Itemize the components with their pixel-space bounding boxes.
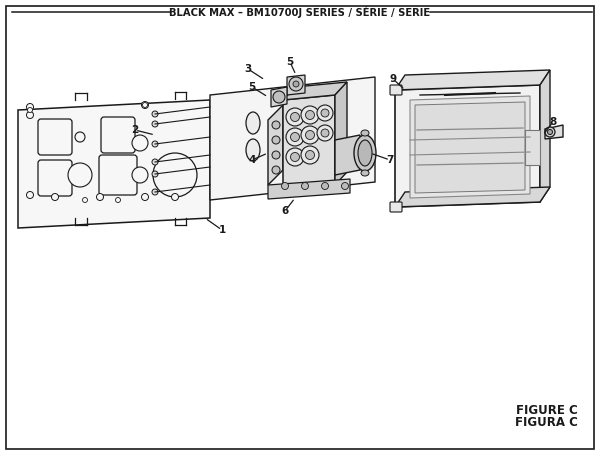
Circle shape	[301, 126, 319, 144]
Circle shape	[548, 130, 553, 135]
Circle shape	[152, 111, 158, 117]
Text: 6: 6	[281, 206, 289, 216]
Bar	[525, 130, 540, 165]
Text: FIGURE C: FIGURE C	[516, 404, 578, 417]
Circle shape	[152, 171, 158, 177]
Circle shape	[289, 77, 303, 91]
Text: 9: 9	[389, 74, 397, 84]
Polygon shape	[268, 179, 350, 199]
Circle shape	[341, 182, 349, 189]
Polygon shape	[210, 77, 375, 200]
Circle shape	[272, 151, 280, 159]
Polygon shape	[540, 70, 550, 202]
Polygon shape	[283, 95, 335, 190]
Circle shape	[286, 148, 304, 166]
FancyBboxPatch shape	[390, 85, 402, 95]
Circle shape	[153, 153, 197, 197]
Circle shape	[317, 125, 333, 141]
Circle shape	[301, 106, 319, 124]
Circle shape	[152, 189, 158, 195]
Text: BLACK MAX – BM10700J SERIES / SÉRIE / SERIE: BLACK MAX – BM10700J SERIES / SÉRIE / SE…	[169, 6, 431, 18]
Circle shape	[68, 163, 92, 187]
Circle shape	[172, 193, 179, 201]
Ellipse shape	[246, 139, 260, 161]
Circle shape	[132, 135, 148, 151]
Polygon shape	[335, 82, 347, 185]
Polygon shape	[395, 187, 550, 207]
Circle shape	[286, 108, 304, 126]
Ellipse shape	[320, 120, 340, 150]
Circle shape	[272, 121, 280, 129]
Circle shape	[152, 159, 158, 165]
Circle shape	[142, 101, 149, 108]
Circle shape	[152, 141, 158, 147]
Polygon shape	[545, 125, 563, 139]
FancyBboxPatch shape	[101, 117, 135, 153]
Text: 5: 5	[286, 57, 293, 67]
Polygon shape	[268, 105, 283, 185]
Ellipse shape	[361, 130, 369, 136]
Circle shape	[302, 182, 308, 189]
Circle shape	[132, 167, 148, 183]
Text: 2: 2	[131, 125, 139, 135]
Circle shape	[321, 129, 329, 137]
Text: 5: 5	[248, 82, 256, 92]
Text: 7: 7	[386, 155, 394, 165]
Text: FIGURA C: FIGURA C	[515, 416, 578, 429]
Polygon shape	[287, 75, 305, 95]
Text: 1: 1	[218, 225, 226, 235]
Circle shape	[305, 131, 314, 140]
Polygon shape	[410, 96, 530, 198]
Polygon shape	[395, 85, 540, 207]
Circle shape	[290, 132, 299, 142]
Circle shape	[26, 111, 34, 118]
FancyBboxPatch shape	[38, 119, 72, 155]
Ellipse shape	[354, 135, 376, 171]
Circle shape	[272, 136, 280, 144]
Ellipse shape	[361, 170, 369, 176]
Circle shape	[301, 146, 319, 164]
FancyBboxPatch shape	[390, 202, 402, 212]
Text: 8: 8	[550, 117, 557, 127]
Circle shape	[305, 151, 314, 160]
Circle shape	[75, 132, 85, 142]
Text: 3: 3	[244, 64, 251, 74]
Circle shape	[545, 127, 555, 137]
FancyBboxPatch shape	[99, 155, 137, 195]
Ellipse shape	[358, 140, 372, 166]
Circle shape	[305, 111, 314, 120]
Circle shape	[52, 193, 59, 201]
Polygon shape	[271, 87, 287, 107]
Circle shape	[26, 103, 34, 111]
Circle shape	[143, 102, 148, 107]
Circle shape	[272, 166, 280, 174]
Polygon shape	[335, 135, 360, 175]
Circle shape	[83, 197, 88, 202]
FancyBboxPatch shape	[38, 160, 72, 196]
Polygon shape	[18, 100, 210, 228]
Circle shape	[286, 128, 304, 146]
Polygon shape	[415, 102, 525, 193]
Ellipse shape	[281, 140, 299, 166]
Circle shape	[317, 105, 333, 121]
Circle shape	[293, 81, 299, 87]
Circle shape	[321, 109, 329, 117]
Polygon shape	[395, 70, 550, 90]
Circle shape	[28, 107, 32, 112]
Circle shape	[142, 193, 149, 201]
Ellipse shape	[246, 112, 260, 134]
Circle shape	[273, 91, 285, 103]
Circle shape	[115, 197, 121, 202]
Ellipse shape	[281, 107, 299, 133]
Circle shape	[97, 193, 104, 201]
Circle shape	[290, 112, 299, 121]
Polygon shape	[283, 82, 347, 100]
Circle shape	[290, 152, 299, 162]
Circle shape	[322, 182, 329, 189]
Circle shape	[26, 192, 34, 198]
Circle shape	[281, 182, 289, 189]
Text: 4: 4	[248, 155, 256, 165]
Circle shape	[152, 121, 158, 127]
